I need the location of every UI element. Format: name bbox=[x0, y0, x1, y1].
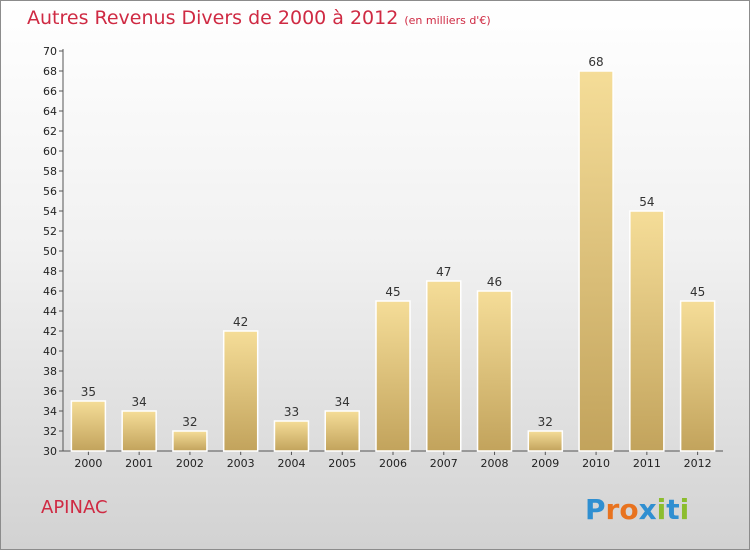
x-tick-label: 2011 bbox=[633, 457, 661, 470]
bar bbox=[324, 410, 360, 452]
y-tick-label: 54 bbox=[43, 205, 57, 218]
x-tick-label: 2008 bbox=[481, 457, 509, 470]
commune-name: APINAC bbox=[41, 497, 108, 518]
bar-value-label: 42 bbox=[233, 315, 248, 329]
bar bbox=[222, 330, 259, 452]
title-text: Autres Revenus Divers de 2000 à 2012 bbox=[27, 7, 399, 29]
y-tick-label: 32 bbox=[43, 425, 57, 438]
bar bbox=[273, 420, 310, 452]
y-tick-label: 38 bbox=[43, 365, 57, 378]
bar-value-label: 32 bbox=[182, 415, 197, 429]
svg-text:Proxiti: Proxiti bbox=[585, 493, 689, 526]
bar bbox=[679, 300, 716, 452]
bar-value-label: 35 bbox=[81, 385, 96, 399]
y-tick-label: 52 bbox=[43, 225, 57, 238]
bar bbox=[121, 410, 157, 452]
x-tick-label: 2009 bbox=[531, 457, 559, 470]
x-tick-label: 2003 bbox=[227, 457, 255, 470]
bar-value-label: 46 bbox=[487, 275, 502, 289]
x-tick-label: 2010 bbox=[582, 457, 610, 470]
x-tick-label: 2004 bbox=[277, 457, 305, 470]
bar bbox=[629, 210, 665, 452]
proxiti-logo: Proxiti bbox=[585, 493, 689, 526]
y-tick-label: 60 bbox=[43, 145, 57, 158]
bar-value-label: 47 bbox=[436, 265, 451, 279]
y-tick-label: 68 bbox=[43, 65, 57, 78]
bar-value-label: 32 bbox=[538, 415, 553, 429]
bar bbox=[426, 280, 462, 452]
x-tick-label: 2012 bbox=[684, 457, 712, 470]
bar bbox=[172, 430, 208, 452]
bar bbox=[578, 70, 614, 452]
bar-value-label: 45 bbox=[690, 285, 705, 299]
bar-value-label: 54 bbox=[639, 195, 654, 209]
bar-value-label: 34 bbox=[335, 395, 350, 409]
x-tick-label: 2000 bbox=[74, 457, 102, 470]
bar bbox=[476, 290, 513, 452]
y-tick-label: 56 bbox=[43, 185, 57, 198]
bar-value-label: 34 bbox=[132, 395, 147, 409]
title-unit: (en milliers d'€) bbox=[404, 14, 491, 27]
y-tick-label: 36 bbox=[43, 385, 57, 398]
x-tick-label: 2007 bbox=[430, 457, 458, 470]
chart-title: Autres Revenus Divers de 2000 à 2012 (en … bbox=[27, 7, 491, 29]
y-tick-label: 40 bbox=[43, 345, 57, 358]
y-tick-label: 46 bbox=[43, 285, 57, 298]
x-tick-label: 2001 bbox=[125, 457, 153, 470]
x-tick-label: 2006 bbox=[379, 457, 407, 470]
x-tick-label: 2005 bbox=[328, 457, 356, 470]
bar bbox=[70, 400, 107, 452]
y-tick-label: 44 bbox=[43, 305, 57, 318]
bar-value-label: 68 bbox=[588, 55, 603, 69]
y-tick-label: 70 bbox=[43, 45, 57, 58]
bar-value-label: 33 bbox=[284, 405, 299, 419]
y-tick-label: 48 bbox=[43, 265, 57, 278]
y-tick-label: 50 bbox=[43, 245, 57, 258]
bar bbox=[375, 300, 411, 452]
y-tick-label: 62 bbox=[43, 125, 57, 138]
y-tick-label: 30 bbox=[43, 445, 57, 458]
y-tick-label: 66 bbox=[43, 85, 57, 98]
bar-value-label: 45 bbox=[385, 285, 400, 299]
y-tick-label: 64 bbox=[43, 105, 57, 118]
y-tick-label: 58 bbox=[43, 165, 57, 178]
x-tick-label: 2002 bbox=[176, 457, 204, 470]
y-tick-label: 42 bbox=[43, 325, 57, 338]
bar bbox=[527, 430, 564, 452]
y-tick-label: 34 bbox=[43, 405, 57, 418]
chart-bars: 35 34 32 42 33 34 45 47 46 32 68 54 45 bbox=[70, 55, 716, 452]
